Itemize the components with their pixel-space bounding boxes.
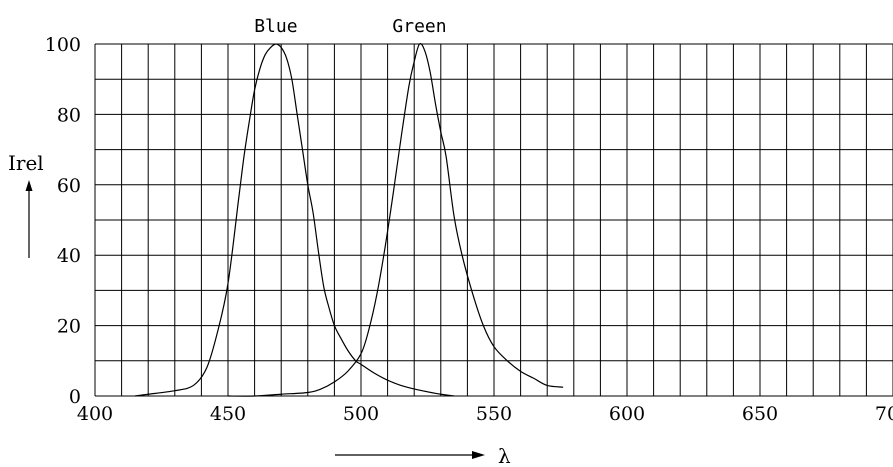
series-curves	[134, 43, 564, 397]
y-tick-label: 100	[45, 34, 81, 56]
y-tick-label: 80	[57, 104, 81, 126]
chart-grid	[94, 43, 893, 397]
y-axis-arrow	[25, 180, 33, 258]
x-tick-label: 600	[609, 403, 645, 425]
y-tick-label: 20	[57, 316, 81, 338]
y-axis-label: Irel	[8, 151, 44, 175]
x-tick-label: 450	[210, 403, 246, 425]
x-axis-arrow	[335, 451, 485, 459]
x-axis-ticks: 400 450 500 550 600 650 700	[77, 403, 893, 425]
y-axis-ticks: 0 20 40 60 80 100	[45, 34, 81, 408]
y-tick-label: 40	[57, 245, 81, 267]
x-tick-label: 650	[742, 403, 778, 425]
series-blue-label: Blue	[254, 16, 297, 37]
series-blue-line	[134, 43, 455, 397]
y-tick-label: 60	[57, 175, 81, 197]
x-tick-label: 550	[476, 403, 512, 425]
y-tick-label: 0	[69, 386, 81, 408]
series-green-line	[227, 43, 564, 397]
x-axis-label: λ	[498, 444, 511, 467]
x-tick-label: 500	[343, 403, 379, 425]
x-tick-label: 700	[875, 403, 893, 425]
series-labels: Blue Green	[254, 16, 446, 37]
series-green-label: Green	[392, 16, 446, 37]
x-tick-label: 400	[77, 403, 113, 425]
